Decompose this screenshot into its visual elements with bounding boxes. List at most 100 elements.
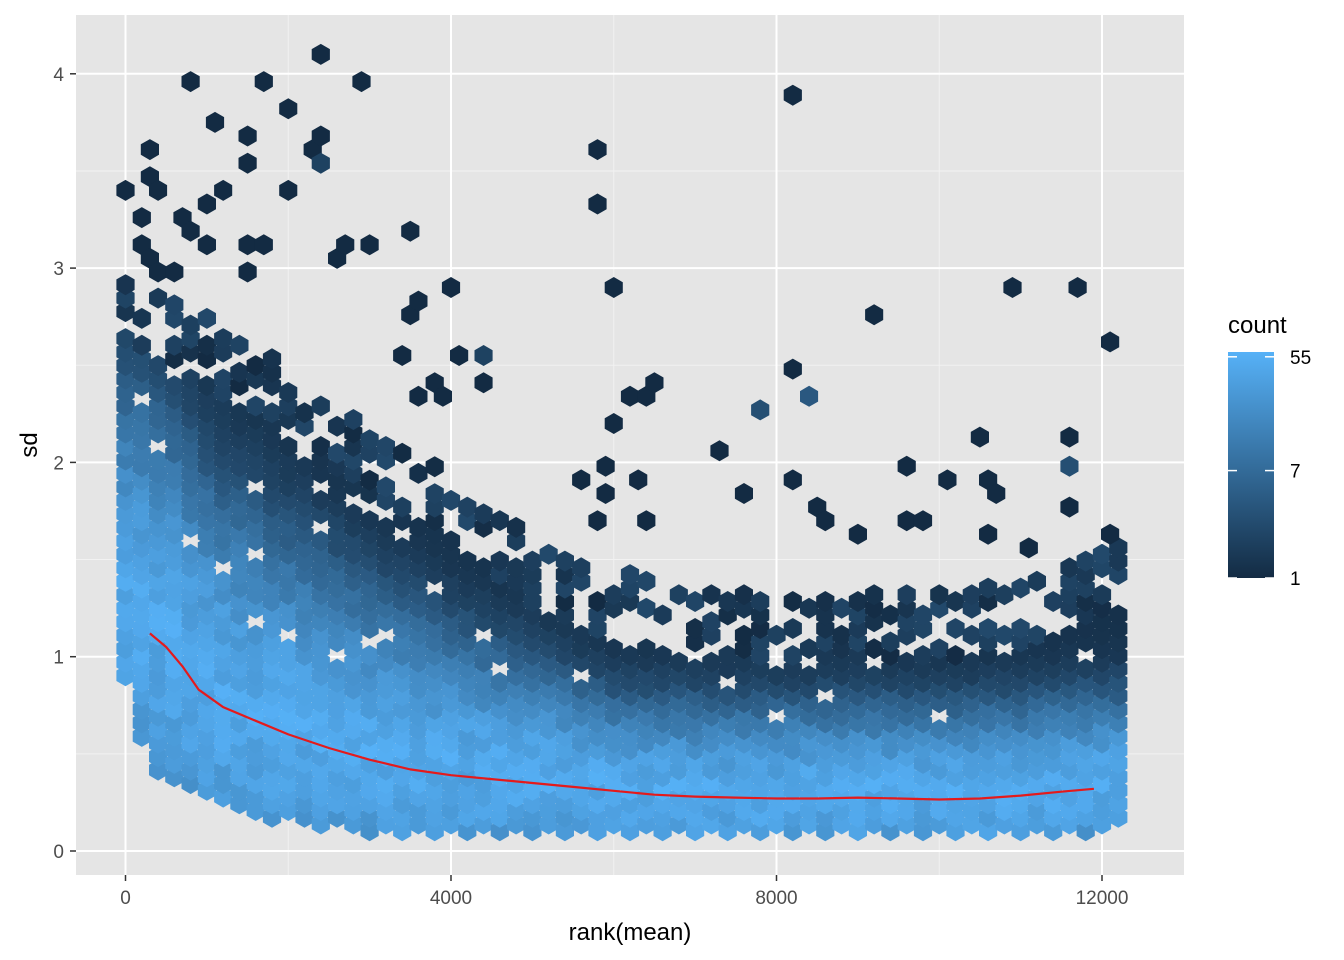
hexbin-cell [425,496,444,518]
hexbin-cell [262,806,282,828]
hexbin-cell [800,597,819,619]
hexbin-cell [718,779,737,801]
hexbin-cell [441,732,461,754]
hexbin-cell [995,665,1014,687]
hexbin-cell [637,638,656,660]
hexbin-cell [230,483,249,505]
hexbin-cell [816,779,835,801]
hexbin-cell [279,638,298,660]
hexbin-cell [328,712,347,734]
hexbin-cell [181,570,200,592]
x-axis-title: rank(mean) [569,919,692,946]
hexbin-cell [1011,618,1030,639]
hexbin-cell [979,577,998,599]
hexbin-cell [653,806,672,828]
hexbin-cell [328,752,347,774]
hexbin-cell [555,793,574,815]
hexbin-cell [181,368,200,390]
hexbin-cell [572,705,591,727]
hexbin-cell [848,766,867,788]
hexbin-cell [1076,739,1095,761]
hexbin-cell [441,570,461,592]
hexbin-cell [653,712,672,734]
hexbin-cell [262,766,282,788]
hexbin-cell [979,739,998,761]
hexbin-cell [1092,678,1112,700]
hexbin-cell [311,719,330,741]
hexbin-cell [848,631,867,653]
hexbin-cell [214,449,233,471]
hexbin-cell [734,584,753,606]
hexbin-cell [539,813,558,835]
hexbin-cell [132,577,151,599]
hexbin-cell [409,290,428,312]
hexbin-cell [214,489,233,511]
hexbin-cell [149,422,168,444]
hexbin-cell [344,409,363,430]
hexbin-cell [588,685,607,707]
hexbin-cell [995,705,1014,727]
hexbin-cell [629,469,648,491]
hexbin-cell [376,678,395,700]
hexbin-cell [913,671,933,693]
hexbin-cell [669,773,688,795]
hexbin-cell [848,698,867,720]
hexbin-cell [490,725,509,747]
hexbin-cell [409,746,428,768]
hexbin-cell [360,537,379,559]
hexbin-cell [1109,806,1128,828]
hexbin-cell [458,658,477,680]
hexbin-cell [214,705,233,727]
hexbin-cell [490,591,509,612]
hexbin-cell [913,698,933,720]
hexbin-cell [295,671,314,693]
hexbin-cell [295,550,314,572]
hexbin-cell [962,732,981,754]
hexbin-cell [132,334,151,356]
hexbin-cell [181,732,200,754]
hexbin-cell [620,820,640,842]
hexbin-cell [751,631,770,653]
legend-label: 7 [1290,462,1301,483]
hexbin-cell [165,375,184,397]
hexbin-cell [832,597,851,619]
hexbin-cell [995,651,1014,673]
hexbin-cell [783,685,802,707]
hexbin-cell [572,570,591,592]
hexbin-cell [197,618,216,639]
hexbin-cell [165,429,184,451]
hexbin-cell [555,739,574,761]
hexbin-cell [1101,331,1120,353]
hexbin-cell [620,671,640,693]
hexbin-cell [197,307,216,329]
hexbin-cell [279,597,298,619]
hexbin-cell [246,597,265,619]
hexbin-cell [555,631,574,653]
hexbin-cell [311,436,330,457]
hexbin-cell [197,483,216,505]
hexbin-cell [393,496,412,518]
hexbin-cell [165,739,184,761]
hexbin-cell [197,442,216,464]
hexbin-cell [1027,800,1046,821]
hexbin-cell [1060,597,1079,619]
hexbin-cell [450,345,469,366]
hexbin-cell [230,523,249,545]
hexbin-cell [149,611,168,633]
hexbin-cell [800,385,819,407]
hexbin-cell [816,510,835,532]
hexbin-cell [230,537,249,559]
hexbin-cell [490,631,509,653]
hexbin-cell [474,786,493,808]
hexbin-cell [344,570,363,592]
hexbin-cell [653,658,672,680]
hexbin-cell [490,766,509,788]
hexbin-cell [604,584,623,606]
hexbin-cell [409,732,428,754]
hexbin-cell [474,651,493,673]
hexbin-cell [865,692,884,714]
hexbin-cell [279,678,298,700]
hexbin-cell [441,746,461,768]
hexbin-cell [181,611,200,633]
hexbin-cell [637,692,656,714]
